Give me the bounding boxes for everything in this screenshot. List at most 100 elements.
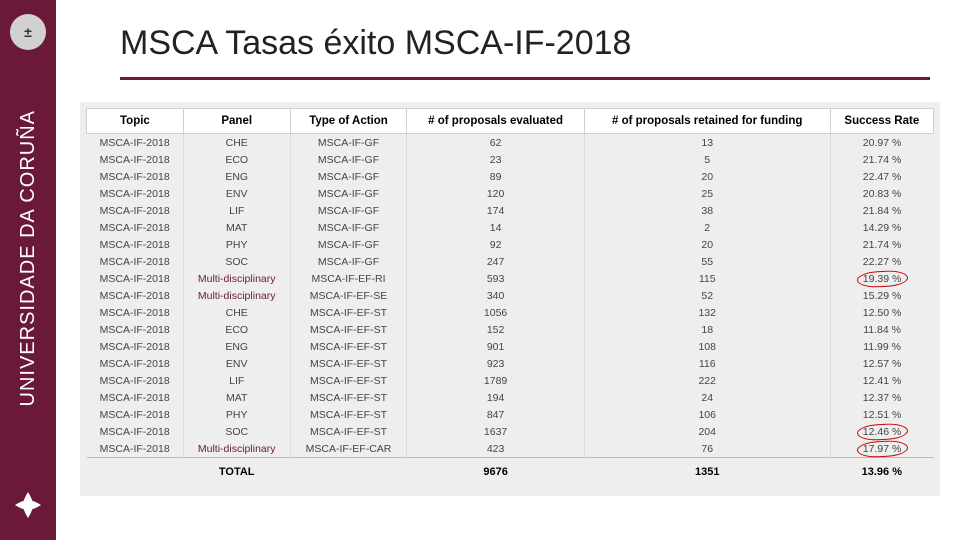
col-header: Success Rate (830, 109, 933, 134)
table-cell: 108 (584, 338, 830, 355)
table-cell: PHY (183, 236, 290, 253)
table-cell: MSCA-IF-2018 (87, 236, 184, 253)
table-cell: MSCA-IF-EF-ST (290, 321, 407, 338)
table-cell: MSCA-IF-2018 (87, 185, 184, 202)
ornament-icon (11, 488, 45, 522)
table-row: MSCA-IF-2018LIFMSCA-IF-EF-ST178922212.41… (87, 372, 934, 389)
table-cell: MSCA-IF-2018 (87, 406, 184, 423)
table-row: MSCA-IF-2018PHYMSCA-IF-GF922021.74 % (87, 236, 934, 253)
table-row: MSCA-IF-2018LIFMSCA-IF-GF1743821.84 % (87, 202, 934, 219)
table-cell: 20 (584, 236, 830, 253)
total-eval: 9676 (407, 458, 584, 487)
table-cell: MSCA-IF-GF (290, 134, 407, 152)
table-cell: MSCA-IF-EF-RI (290, 270, 407, 287)
table-cell: MSCA-IF-2018 (87, 304, 184, 321)
title-area: MSCA Tasas éxito MSCA-IF-2018 (120, 24, 930, 80)
org-name: UNIVERSIDADE DA CORUÑA (17, 110, 40, 407)
table-cell: 2 (584, 219, 830, 236)
total-rate: 13.96 % (830, 458, 933, 487)
table-cell: SOC (183, 253, 290, 270)
table-cell: 15.29 % (830, 287, 933, 304)
table-cell: 1637 (407, 423, 584, 440)
table-cell: MSCA-IF-GF (290, 202, 407, 219)
table-cell: MSCA-IF-2018 (87, 151, 184, 168)
table-cell: 247 (407, 253, 584, 270)
table-cell: 340 (407, 287, 584, 304)
table-cell: MSCA-IF-EF-ST (290, 372, 407, 389)
col-header: # of proposals evaluated (407, 109, 584, 134)
table-cell: MSCA-IF-2018 (87, 372, 184, 389)
table-row: MSCA-IF-2018SOCMSCA-IF-EF-ST163720412.46… (87, 423, 934, 440)
table-cell: 18 (584, 321, 830, 338)
table-cell: MAT (183, 389, 290, 406)
col-header: # of proposals retained for funding (584, 109, 830, 134)
table-cell: MSCA-IF-EF-CAR (290, 440, 407, 458)
success-rate-table-wrap: TopicPanelType of Action# of proposals e… (80, 102, 940, 496)
table-row: MSCA-IF-2018ENGMSCA-IF-EF-ST90110811.99 … (87, 338, 934, 355)
table-cell: MSCA-IF-EF-ST (290, 338, 407, 355)
table-cell: MSCA-IF-EF-ST (290, 355, 407, 372)
table-cell: 17.97 % (830, 440, 933, 458)
table-row: MSCA-IF-2018MATMSCA-IF-EF-ST1942412.37 % (87, 389, 934, 406)
table-cell: SOC (183, 423, 290, 440)
table-cell: 24 (584, 389, 830, 406)
table-footer: TOTAL 9676 1351 13.96 % (87, 458, 934, 487)
table-cell: 174 (407, 202, 584, 219)
table-cell: 115 (584, 270, 830, 287)
table-cell: MSCA-IF-GF (290, 236, 407, 253)
table-cell: 12.57 % (830, 355, 933, 372)
success-rate-table: TopicPanelType of Action# of proposals e… (86, 108, 934, 486)
table-cell: 25 (584, 185, 830, 202)
table-row: MSCA-IF-2018ENGMSCA-IF-GF892022.47 % (87, 168, 934, 185)
table-cell: MSCA-IF-2018 (87, 219, 184, 236)
table-cell: 12.46 % (830, 423, 933, 440)
table-cell: 923 (407, 355, 584, 372)
table-cell: 21.74 % (830, 151, 933, 168)
table-cell: ENG (183, 338, 290, 355)
table-cell: MSCA-IF-2018 (87, 389, 184, 406)
table-row: MSCA-IF-2018Multi-disciplinaryMSCA-IF-EF… (87, 287, 934, 304)
table-cell: 92 (407, 236, 584, 253)
table-cell: 20 (584, 168, 830, 185)
table-cell: 222 (584, 372, 830, 389)
table-cell: MSCA-IF-2018 (87, 355, 184, 372)
table-row: MSCA-IF-2018Multi-disciplinaryMSCA-IF-EF… (87, 270, 934, 287)
table-cell: 12.51 % (830, 406, 933, 423)
table-cell: 847 (407, 406, 584, 423)
table-cell: MSCA-IF-2018 (87, 253, 184, 270)
table-cell: MSCA-IF-GF (290, 253, 407, 270)
table-cell: MSCA-IF-2018 (87, 321, 184, 338)
table-cell: 13 (584, 134, 830, 152)
table-row: MSCA-IF-2018SOCMSCA-IF-GF2475522.27 % (87, 253, 934, 270)
table-cell: 21.84 % (830, 202, 933, 219)
table-cell: 11.99 % (830, 338, 933, 355)
table-cell: LIF (183, 202, 290, 219)
table-row: MSCA-IF-2018ENVMSCA-IF-EF-ST92311612.57 … (87, 355, 934, 372)
table-cell: 14 (407, 219, 584, 236)
table-cell: MSCA-IF-EF-ST (290, 423, 407, 440)
table-cell: CHE (183, 304, 290, 321)
table-cell: 55 (584, 253, 830, 270)
table-cell: 12.37 % (830, 389, 933, 406)
table-cell: 19.39 % (830, 270, 933, 287)
col-header: Type of Action (290, 109, 407, 134)
table-cell: MSCA-IF-2018 (87, 202, 184, 219)
table-row: MSCA-IF-2018ECOMSCA-IF-EF-ST1521811.84 % (87, 321, 934, 338)
page-title: MSCA Tasas éxito MSCA-IF-2018 (120, 24, 930, 63)
table-cell: MSCA-IF-EF-SE (290, 287, 407, 304)
table-cell: 11.84 % (830, 321, 933, 338)
table-cell: 152 (407, 321, 584, 338)
table-cell: CHE (183, 134, 290, 152)
total-label: TOTAL (183, 458, 290, 487)
table-cell: MSCA-IF-2018 (87, 423, 184, 440)
table-cell: Multi-disciplinary (183, 287, 290, 304)
total-retained: 1351 (584, 458, 830, 487)
table-cell: 12.50 % (830, 304, 933, 321)
table-cell: 204 (584, 423, 830, 440)
table-cell: Multi-disciplinary (183, 440, 290, 458)
table-cell: 901 (407, 338, 584, 355)
table-cell: 12.41 % (830, 372, 933, 389)
table-cell: 22.27 % (830, 253, 933, 270)
table-row: MSCA-IF-2018PHYMSCA-IF-EF-ST84710612.51 … (87, 406, 934, 423)
table-cell: 194 (407, 389, 584, 406)
